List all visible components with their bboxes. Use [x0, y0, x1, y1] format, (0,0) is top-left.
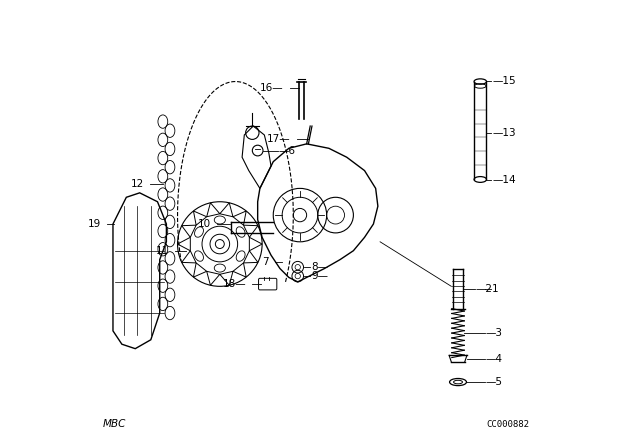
Text: —2: —2 — [476, 284, 493, 293]
Text: 18—: 18— — [223, 279, 246, 289]
Text: 11: 11 — [156, 246, 170, 256]
Text: —5: —5 — [486, 377, 502, 387]
Text: 9—: 9— — [311, 271, 328, 281]
Text: 8—: 8— — [311, 262, 328, 272]
Text: CC000882: CC000882 — [486, 420, 529, 429]
Text: —3: —3 — [486, 328, 502, 338]
Text: 19: 19 — [88, 219, 101, 229]
Text: —4: —4 — [486, 354, 502, 364]
Text: 7: 7 — [262, 257, 269, 267]
Text: 1: 1 — [492, 284, 499, 293]
Text: 10: 10 — [198, 219, 211, 229]
Text: 12: 12 — [131, 179, 144, 189]
Text: 16—: 16— — [260, 83, 284, 93]
Text: 17—: 17— — [267, 134, 291, 143]
Text: MBC: MBC — [103, 419, 126, 429]
Text: —14: —14 — [492, 175, 516, 185]
Text: —6: —6 — [278, 146, 296, 155]
Text: —15: —15 — [492, 76, 516, 86]
Text: —13: —13 — [492, 128, 516, 138]
